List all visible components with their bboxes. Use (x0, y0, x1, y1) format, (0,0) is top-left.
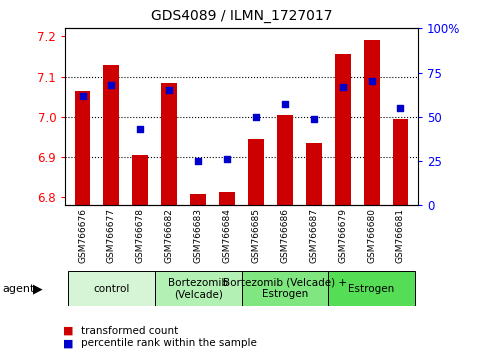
Bar (277, 115, 293, 205)
Text: ■: ■ (63, 326, 73, 336)
Bar (103, 64, 119, 205)
Text: percentile rank within the sample: percentile rank within the sample (81, 338, 257, 348)
Point (223, 156, 231, 162)
Text: Bortezomib (Velcade) +
Estrogen: Bortezomib (Velcade) + Estrogen (223, 278, 347, 299)
Bar (248, 139, 264, 205)
Text: GDS4089 / ILMN_1727017: GDS4089 / ILMN_1727017 (151, 9, 332, 23)
Point (137, 126, 144, 132)
Point (281, 102, 289, 107)
Point (108, 82, 115, 88)
Text: agent: agent (2, 284, 35, 293)
Bar (393, 119, 409, 205)
Point (79, 93, 86, 98)
Bar (190, 194, 206, 205)
Point (310, 116, 318, 121)
Bar (68, 271, 155, 306)
Text: Estrogen: Estrogen (348, 284, 395, 293)
Bar (306, 143, 322, 205)
Bar (155, 271, 242, 306)
Bar (219, 193, 235, 205)
Text: ▶: ▶ (33, 282, 43, 295)
Point (368, 79, 375, 84)
Text: ■: ■ (63, 338, 73, 348)
Text: transformed count: transformed count (81, 326, 178, 336)
Bar (74, 91, 90, 205)
Bar (335, 55, 351, 205)
Point (194, 158, 202, 164)
Bar (328, 271, 415, 306)
Point (339, 84, 346, 90)
Bar (242, 271, 328, 306)
Bar (364, 40, 380, 205)
Text: control: control (93, 284, 129, 293)
Bar (132, 155, 148, 205)
Point (397, 105, 404, 111)
Point (252, 114, 260, 120)
Text: Bortezomib
(Velcade): Bortezomib (Velcade) (168, 278, 228, 299)
Point (165, 87, 173, 93)
Bar (161, 82, 177, 205)
